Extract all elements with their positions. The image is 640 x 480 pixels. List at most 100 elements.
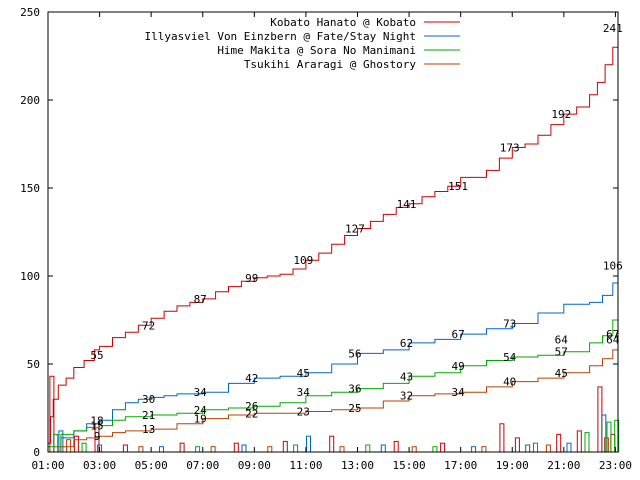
data-label-19: 73 xyxy=(503,318,516,331)
data-label-41: 40 xyxy=(503,376,516,389)
legend-label-2: Hime Makita @ Sora No Manimani xyxy=(217,44,416,57)
legend-label-1: Illyasviel Von Einzbern @ Fate/Stay Nigh… xyxy=(144,30,416,43)
data-label-2: 87 xyxy=(194,293,207,306)
hourly-bar-36 xyxy=(66,439,72,453)
data-label-8: 173 xyxy=(500,142,520,155)
hourly-bars xyxy=(49,375,620,453)
hourly-bar-8 xyxy=(393,440,399,453)
hourly-bar-18 xyxy=(159,446,164,453)
data-label-28: 43 xyxy=(400,370,413,383)
data-label-4: 109 xyxy=(293,254,313,267)
x-tick-label-6: 13:00 xyxy=(341,459,374,472)
data-labels: 55 72 87 99 109 127 141 151 173 192 241 18 30 34 42 45 5… xyxy=(90,22,622,443)
data-label-10: 241 xyxy=(603,22,623,35)
data-label-1: 72 xyxy=(142,319,155,332)
x-tick-label-4: 09:00 xyxy=(238,459,271,472)
y-tick-label-5: 250 xyxy=(20,6,40,19)
hourly-bar-4 xyxy=(179,442,185,453)
data-label-30: 54 xyxy=(503,351,517,364)
data-label-5: 127 xyxy=(345,223,365,236)
data-label-38: 25 xyxy=(348,402,361,415)
x-tick-label-8: 17:00 xyxy=(444,459,477,472)
y-tick-label-1: 50 xyxy=(27,358,40,371)
hourly-bar-7 xyxy=(329,435,335,453)
data-label-29: 49 xyxy=(451,360,464,373)
data-label-21: 106 xyxy=(603,259,623,272)
hourly-bar-3 xyxy=(122,444,128,453)
x-tick-label-2: 05:00 xyxy=(135,459,168,472)
hourly-bar-38 xyxy=(210,446,216,453)
hourly-bar-19 xyxy=(241,444,247,453)
hourly-bar-43 xyxy=(545,444,551,453)
x-tick-label-3: 07:00 xyxy=(186,459,219,472)
data-label-3: 99 xyxy=(245,272,258,285)
data-label-6: 141 xyxy=(397,198,417,211)
data-label-18: 67 xyxy=(451,328,464,341)
y-tick-label-3: 150 xyxy=(20,182,40,195)
hourly-bar-21 xyxy=(380,444,386,453)
hourly-bar-11 xyxy=(514,437,520,453)
x-tick-label-5: 11:00 xyxy=(289,459,322,472)
data-label-31: 57 xyxy=(555,346,568,359)
data-label-43: 67 xyxy=(606,328,619,341)
data-label-20: 64 xyxy=(555,333,569,346)
data-label-27: 36 xyxy=(348,383,361,396)
hourly-bar-30 xyxy=(365,444,371,453)
series-line-2 xyxy=(48,304,619,448)
data-label-15: 45 xyxy=(297,367,310,380)
data-label-32: 64 xyxy=(606,333,620,346)
y-tick-label-4: 200 xyxy=(20,94,40,107)
hourly-bar-28 xyxy=(195,446,201,453)
y-tick-label-0: 0 xyxy=(33,446,40,459)
y-tick-label-2: 100 xyxy=(20,270,40,283)
data-label-11: 18 xyxy=(90,414,103,427)
series-line-0 xyxy=(48,27,619,444)
data-label-7: 151 xyxy=(448,180,468,193)
data-label-12: 30 xyxy=(142,393,155,406)
hourly-bar-29 xyxy=(293,444,299,453)
hourly-bar-27 xyxy=(81,442,87,453)
hourly-bar-32 xyxy=(533,442,538,453)
hourly-bar-23 xyxy=(525,444,531,453)
y-axis: 0 50 100 150 200 250 xyxy=(20,6,618,459)
hourly-bar-5 xyxy=(233,442,239,453)
series-line-3 xyxy=(48,334,619,453)
series-line-1 xyxy=(48,265,619,453)
hourly-bar-37 xyxy=(138,446,144,453)
plot-frame xyxy=(47,11,619,453)
data-label-24: 24 xyxy=(194,404,208,417)
hourly-bar-12 xyxy=(556,433,562,453)
hourly-bar-1 xyxy=(73,435,79,453)
hourly-bar-6 xyxy=(282,440,288,453)
hourly-bar-31 xyxy=(432,446,438,453)
data-label-13: 34 xyxy=(194,386,208,399)
x-tick-label-11: 23:00 xyxy=(599,459,632,472)
cumulative-lines xyxy=(48,27,619,453)
data-label-37: 23 xyxy=(297,406,310,419)
hourly-bar-42 xyxy=(481,446,487,453)
data-label-33: 9 xyxy=(94,430,101,443)
data-label-35: 19 xyxy=(194,413,207,426)
x-axis: 01:00 03:00 05:00 07:00 09:00 11:00 13:00 15:00… xyxy=(31,12,632,472)
hourly-bar-22 xyxy=(471,446,477,453)
data-label-39: 32 xyxy=(400,390,413,403)
data-label-42: 45 xyxy=(555,367,568,380)
hourly-bar-24 xyxy=(566,442,572,453)
data-label-23: 21 xyxy=(142,409,155,422)
data-label-14: 42 xyxy=(245,372,258,385)
hourly-bar-41 xyxy=(411,446,417,453)
hourly-bar-13 xyxy=(576,430,582,453)
x-tick-label-0: 01:00 xyxy=(31,459,64,472)
data-label-40: 34 xyxy=(451,386,465,399)
data-label-26: 34 xyxy=(297,386,311,399)
hourly-bar-40 xyxy=(339,446,345,453)
legend-label-0: Kobato Hanato @ Kobato xyxy=(270,16,416,29)
legend-label-3: Tsukihi Araragi @ Ghostory xyxy=(244,58,417,71)
hourly-bar-10 xyxy=(499,423,505,453)
data-label-36: 22 xyxy=(245,407,258,420)
data-label-0: 55 xyxy=(90,349,103,362)
x-tick-label-9: 19:00 xyxy=(496,459,529,472)
x-tick-label-7: 15:00 xyxy=(393,459,426,472)
